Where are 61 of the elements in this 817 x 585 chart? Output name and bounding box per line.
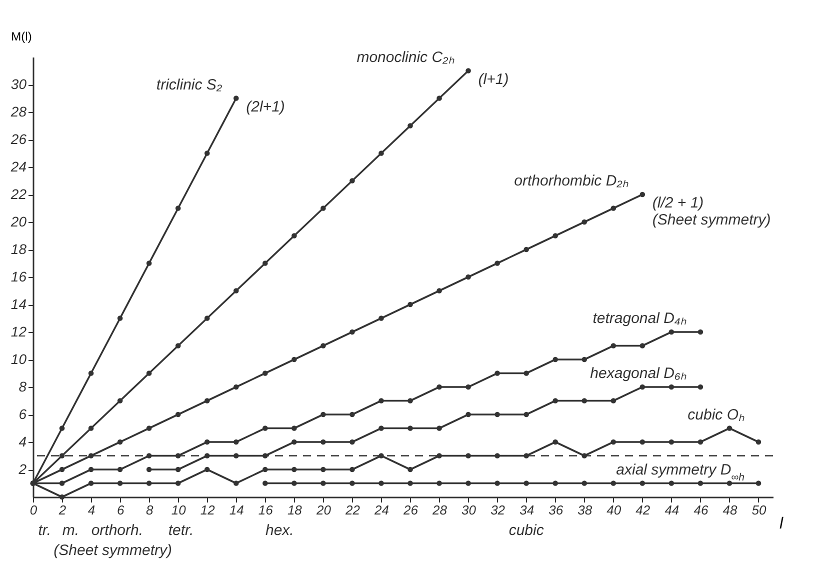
x-tick-label: 6	[116, 502, 125, 518]
x-tick-label: 26	[402, 502, 419, 518]
x-tick-label: 16	[258, 502, 274, 518]
y-tick-label: 10	[10, 351, 27, 367]
x-tick-label: 28	[432, 502, 448, 518]
y-tick-label: 8	[18, 378, 27, 394]
x-tick-label: 4	[88, 502, 96, 518]
series-label: axial symmetry D$_{∞h}$	[616, 461, 745, 484]
series-label: triclinic S₂	[156, 76, 222, 94]
series-label: monoclinic C₂ₕ	[356, 48, 454, 66]
y-tick-label: 12	[10, 324, 27, 340]
x-tick-label: 10	[171, 502, 187, 518]
y-tick-label: 16	[10, 268, 27, 284]
y-tick-label: 20	[10, 214, 27, 230]
x-tick-label: 50	[752, 502, 767, 518]
text: m.	[62, 522, 80, 539]
annotation: (2l+1)	[246, 98, 285, 116]
y-tick-label: 24	[10, 158, 27, 174]
y-tick-label: 18	[10, 241, 27, 257]
x-tick-label: 46	[694, 502, 709, 518]
x-tick-label: 20	[315, 502, 332, 518]
y-tick-label: 4	[18, 434, 27, 450]
series-label: orthorhombic D₂ₕ	[514, 172, 628, 190]
annotation: (l+1)	[478, 70, 509, 88]
x-tick-label: 44	[664, 502, 680, 518]
x-tick-label: 0	[30, 502, 38, 518]
x-tick-label: 12	[200, 502, 216, 518]
text: tr.	[38, 522, 51, 539]
text: hex.	[265, 522, 294, 539]
annotation: (l/2 + 1)	[652, 194, 704, 212]
text: cubic	[508, 522, 544, 539]
series-label: tetragonal D₄ₕ	[592, 310, 686, 327]
text: orthorh.	[91, 522, 144, 539]
y-tick-label: 28	[10, 104, 27, 120]
x-tick-label: 8	[146, 502, 154, 518]
x-axis-title: l	[780, 516, 784, 532]
y-tick-label: 30	[10, 76, 27, 92]
x-tick-label: 38	[578, 502, 593, 518]
series-label: cubic Oₕ	[688, 406, 744, 424]
text: tetr.	[168, 522, 194, 539]
x-tick-label: 48	[722, 502, 738, 518]
y-tick-label: 6	[18, 406, 27, 422]
series-label: hexagonal D₆ₕ	[590, 365, 686, 382]
x-tick-label: 2	[58, 502, 67, 518]
y-tick-label: 14	[10, 296, 27, 312]
x-tick-label: 40	[606, 502, 622, 518]
x-tick-label: 32	[490, 502, 506, 518]
x-tick-label: 30	[462, 502, 477, 518]
x-tick-label: 14	[229, 502, 244, 518]
y-axis-title: M(l)	[11, 30, 32, 44]
y-tick-label: 22	[10, 186, 27, 202]
x-tick-label: 42	[636, 502, 651, 518]
x-tick-label: 24	[374, 502, 389, 518]
annotation: (Sheet symmetry)	[652, 212, 771, 228]
x-tick-label: 34	[520, 502, 534, 518]
y-tick-label: 26	[10, 131, 27, 147]
x-tick-label: 36	[548, 502, 564, 518]
x-tick-label: 22	[344, 502, 361, 518]
y-tick-label: 2	[18, 461, 27, 477]
x-tick-label: 18	[287, 502, 303, 518]
text: (Sheet symmetry)	[54, 542, 172, 559]
